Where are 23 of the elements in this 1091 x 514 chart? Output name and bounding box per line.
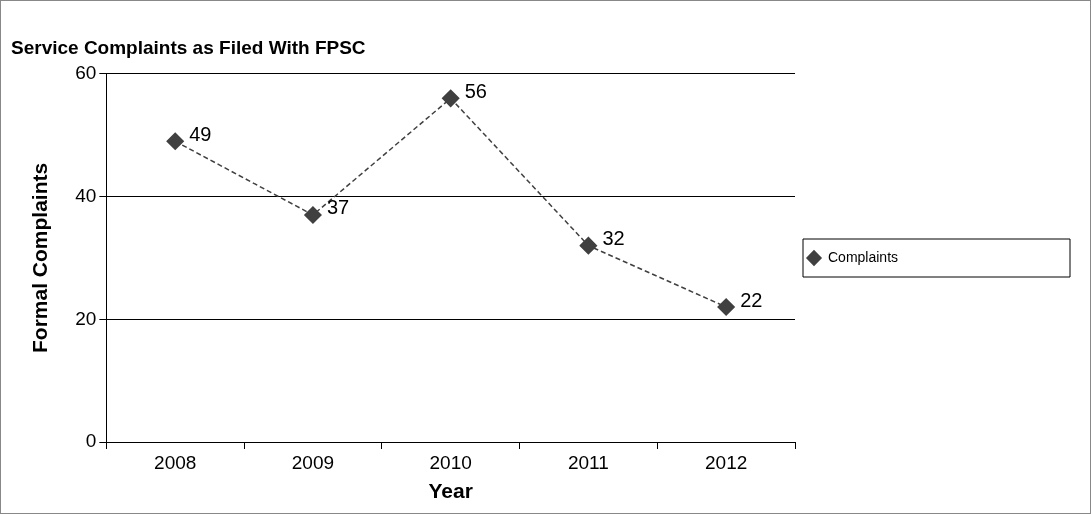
point (717, 298, 735, 316)
x-axis-title: Year (428, 479, 473, 503)
data-label: 49 (189, 122, 212, 145)
point (304, 206, 322, 224)
x-tick-label: 2008 (154, 451, 197, 473)
legend-label: Complaints (828, 248, 899, 265)
y-tick-label: 20 (75, 307, 97, 329)
y-tick-label: 40 (75, 184, 97, 206)
data-label: 32 (602, 227, 625, 250)
x-tick-label: 2012 (704, 451, 748, 473)
point (166, 132, 184, 151)
x-tick-label: 2011 (567, 451, 609, 473)
data-label: 22 (740, 288, 763, 311)
x-tick-label: 2010 (429, 451, 472, 473)
data-label: 56 (464, 79, 487, 102)
chart-title: Service Complaints as Filed With FPSC (11, 36, 366, 58)
x-tick-label: 2009 (291, 451, 335, 473)
y-axis-title: Formal Complaints (28, 162, 52, 353)
y-tick-label: 60 (75, 62, 97, 84)
point (579, 236, 598, 255)
y-tick-label: 0 (85, 430, 97, 452)
data-label: 37 (326, 196, 350, 219)
point (441, 89, 460, 108)
